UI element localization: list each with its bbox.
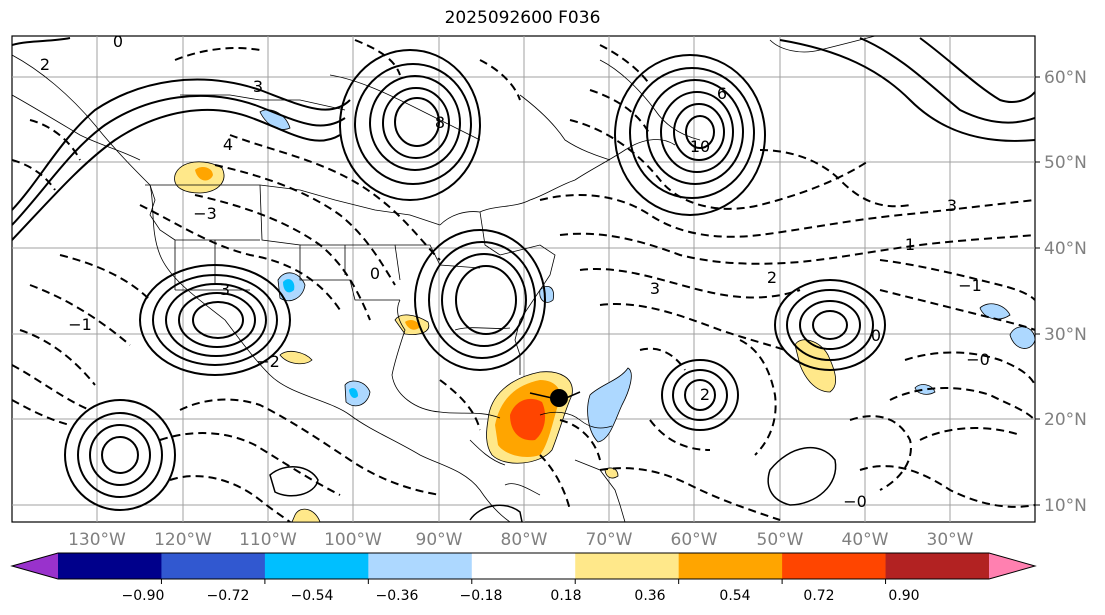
graticule [12, 36, 1035, 522]
contour-label: 8 [435, 113, 445, 132]
lon-label: 130°W [68, 530, 126, 550]
colorbar-tick-label: 0.54 [719, 588, 750, 604]
colorbar-segment [885, 553, 990, 579]
lon-label: 60°W [671, 530, 718, 550]
axis-ticks [1035, 76, 1040, 506]
contour-label: 2 [700, 385, 710, 404]
contour-label: 3 [947, 196, 957, 215]
contour-label: −0 [966, 350, 990, 369]
contour-label: −2 [256, 352, 280, 371]
lon-label: 90°W [416, 530, 463, 550]
colorbar-segment [58, 553, 162, 579]
contour-label: 4 [223, 135, 233, 154]
colorbar-tick-label: 0.90 [888, 588, 919, 604]
contour-label: 2 [40, 55, 50, 74]
lat-label: 10°N [1044, 496, 1087, 516]
colorbar-tick-label: 0.18 [550, 588, 581, 604]
lon-label: 30°W [927, 530, 974, 550]
contour-label: 3 [253, 77, 263, 96]
contour-label: 10 [690, 137, 710, 156]
longitude-labels: 130°W 120°W 110°W 100°W 90°W 80°W 70°W 6… [68, 530, 974, 550]
dashed-contours [12, 39, 1035, 522]
contour-label: −1 [68, 315, 92, 334]
colorbar-segment [678, 553, 783, 579]
contour-label: −3 [193, 204, 217, 223]
contour-label: 3 [650, 279, 660, 298]
lon-label: 70°W [586, 530, 633, 550]
contour-label: 6 [717, 84, 727, 103]
contour-label: 1 [905, 235, 915, 254]
lat-label: 50°N [1044, 153, 1087, 173]
storm-center-marker [550, 389, 568, 407]
solid-contours [12, 37, 1035, 522]
lon-label: 80°W [501, 530, 548, 550]
lon-label: 120°W [154, 530, 212, 550]
lon-label: 50°W [757, 530, 804, 550]
colorbar-segment [782, 553, 887, 579]
colorbar-extend-high [989, 553, 1035, 579]
colorbar-segment [575, 553, 680, 579]
contour-label: −1 [958, 276, 982, 295]
colorbar-tick-label: 0.36 [634, 588, 665, 604]
contour-label: −0 [843, 492, 867, 511]
colorbar-extend-low [12, 553, 58, 579]
contour-label: 2 [767, 268, 777, 287]
colorbar-tick-label: −0.72 [207, 588, 250, 604]
lon-label: 100°W [324, 530, 382, 550]
lat-label: 20°N [1044, 410, 1087, 430]
colorbar-segment [161, 553, 266, 579]
coastlines [12, 36, 876, 522]
latitude-labels: 60°N 50°N 40°N 30°N 20°N 10°N [1044, 68, 1087, 516]
lat-label: 40°N [1044, 239, 1087, 259]
lon-label: 110°W [239, 530, 297, 550]
colorbar-segment [264, 553, 369, 579]
shaded-fields [174, 109, 1035, 522]
contour-label: 0 [113, 32, 123, 51]
colorbar-segment [471, 553, 576, 579]
lat-label: 30°N [1044, 325, 1087, 345]
colorbar-tick-label: 0.72 [803, 588, 834, 604]
colorbar-tick-label: −0.54 [291, 588, 334, 604]
colorbar-tick-label: −0.90 [122, 588, 165, 604]
map-title: 2025092600 F036 [444, 8, 601, 28]
contour-label: 3 [220, 280, 230, 299]
colorbar-segment [368, 553, 473, 579]
contour-labels: 0 2 3 4 8 10 6 3 −3 −1 −2 1 −0 2 3 2 0 3… [40, 32, 990, 511]
colorbar: −0.90 −0.72 −0.54 −0.36 −0.18 0.18 0.36 … [10, 552, 1037, 604]
colorbar-tick-label: −0.18 [460, 588, 503, 604]
colorbar-tick-label: −0.36 [376, 588, 419, 604]
contour-label: 0 [871, 326, 881, 345]
lon-label: 40°W [842, 530, 889, 550]
contour-label: 0 [370, 264, 380, 283]
lat-label: 60°N [1044, 68, 1087, 88]
